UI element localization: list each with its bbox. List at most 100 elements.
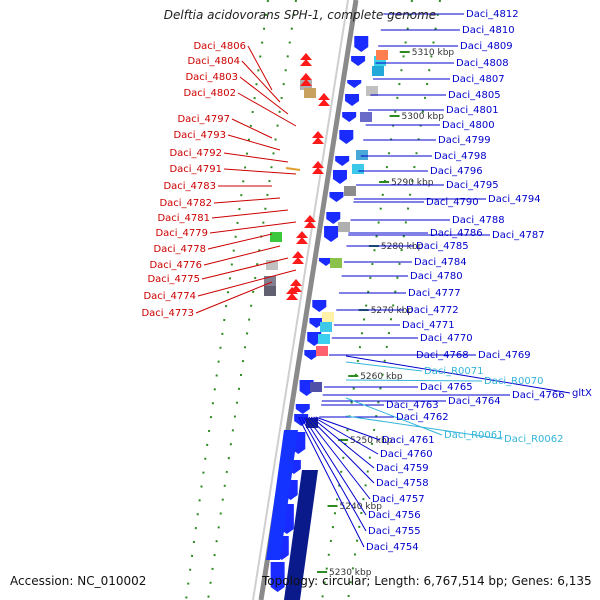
forward-gene-label: Daci_4763	[386, 400, 439, 411]
forward-gene-arrow	[342, 112, 357, 122]
dotted-guide-line	[321, 0, 413, 600]
forward-gene-label: Daci_4787	[492, 230, 545, 241]
forward-gene-label: Daci_4769	[478, 350, 531, 361]
forward-gene-label: Daci_4801	[446, 105, 499, 116]
reverse-leader-line	[237, 92, 297, 127]
forward-gene-label: Daci_4760	[380, 449, 433, 460]
rna-gene-label: Daci_R0070	[484, 376, 544, 387]
scale-tick-label: 5280 kbp	[381, 242, 424, 252]
forward-gene-label: Daci_4762	[396, 412, 449, 423]
gene-domain-box	[374, 56, 386, 66]
reverse-gene-label: Daci_4773	[141, 308, 194, 319]
forward-gene-label: Daci_4759	[376, 463, 429, 474]
reverse-leader-line	[211, 209, 289, 219]
gene-domain-box	[304, 88, 316, 98]
forward-gene-label: Daci_4770	[420, 333, 473, 344]
forward-gene-label: Daci_4799	[438, 135, 491, 146]
reverse-leader-line	[197, 269, 297, 297]
gene-domain-box	[352, 164, 364, 174]
reverse-gene-label: Daci_4774	[143, 291, 196, 302]
reverse-gene-label: Daci_4792	[169, 148, 222, 159]
forward-gene-label: Daci_4784	[414, 257, 467, 268]
gene-domain-box	[366, 86, 378, 96]
dotted-guide-lines	[185, 0, 441, 600]
forward-gene-label: Daci_4790	[426, 197, 479, 208]
gene-domain-box	[322, 312, 334, 322]
gene-domain-box	[266, 260, 278, 270]
gene-domain-box	[270, 232, 282, 242]
reverse-leader-line	[241, 60, 281, 103]
forward-gene-label: Daci_4780	[410, 271, 463, 282]
reverse-leader-line	[201, 257, 289, 280]
forward-gene-arrow	[347, 80, 362, 88]
forward-gene-label: Daci_4772	[406, 305, 459, 316]
forward-gene-label: Daci_4785	[416, 241, 469, 252]
map-title: Delftia acidovorans SPH-1, complete geno…	[163, 8, 437, 22]
scale-tick-label: 5270 kbp	[371, 306, 414, 316]
forward-leader-line	[308, 416, 375, 484]
reverse-gene-label: Daci_4781	[157, 213, 210, 224]
reverse-gene-label: Daci_4802	[183, 88, 236, 99]
reverse-gene-arrow	[285, 167, 301, 171]
forward-gene-label: Daci_4754	[366, 542, 419, 553]
forward-leader-line	[298, 416, 365, 548]
forward-gene-label: Daci_4777	[408, 288, 461, 299]
forward-gene-label: Daci_4756	[368, 510, 421, 521]
forward-gene-arrow	[309, 318, 324, 328]
forward-gene-label: Daci_4757	[372, 494, 425, 505]
rna-leader-line	[345, 415, 503, 440]
scale-tick-label: 5260 kbp	[360, 372, 403, 382]
reverse-gene-label: Daci_4775	[147, 274, 200, 285]
gene-name-label: gltX	[572, 388, 592, 399]
reverse-gene-label: Daci_4782	[159, 198, 212, 209]
reverse-leader-line	[223, 152, 289, 163]
label-leader-lines	[195, 13, 571, 548]
forward-leader-line	[345, 355, 571, 394]
forward-leader-line	[313, 416, 379, 455]
gene-domain-box	[372, 66, 384, 76]
rna-gene-label: Daci_R0071	[424, 366, 484, 377]
gene-features	[264, 36, 388, 600]
gene-labels: Daci_4806 Daci_4804 Daci_4803 Daci_4802 Daci…	[141, 9, 592, 553]
accession-text: Accession: NC_010002	[10, 574, 147, 588]
forward-gene-arrow	[284, 470, 318, 600]
reverse-gene-label: Daci_4797	[177, 114, 230, 125]
rna-leader-line	[345, 397, 443, 436]
forward-leader-line	[300, 416, 367, 532]
forward-gene-label: Daci_4794	[488, 194, 541, 205]
reverse-gene-label: Daci_4793	[173, 130, 226, 141]
forward-leader-line	[305, 416, 371, 500]
gene-domain-box	[338, 222, 350, 232]
reverse-leader-line	[209, 221, 297, 234]
reverse-gene-arrow	[318, 93, 330, 106]
rna-leader-line	[345, 361, 423, 372]
forward-gene-arrow	[329, 192, 344, 202]
reverse-gene-label: Daci_4783	[163, 181, 216, 192]
forward-gene-arrow	[266, 430, 298, 560]
rna-gene-label: Daci_R0061	[444, 430, 504, 441]
reverse-gene-label: Daci_4804	[187, 56, 240, 67]
forward-gene-arrow	[332, 170, 347, 184]
reverse-gene-label: Daci_4791	[169, 164, 222, 175]
forward-gene-label: Daci_4758	[376, 478, 429, 489]
forward-gene-arrow	[324, 226, 339, 242]
forward-gene-label: Daci_4795	[446, 180, 499, 191]
reverse-gene-arrow	[312, 131, 324, 144]
gene-domain-box	[360, 112, 372, 122]
reverse-leader-line	[231, 118, 273, 139]
reverse-leader-line	[195, 281, 273, 314]
gene-domain-box	[320, 322, 332, 332]
forward-gene-arrow	[304, 350, 319, 360]
forward-gene-label: Daci_4808	[456, 58, 509, 69]
forward-gene-arrow	[345, 94, 360, 106]
rna-leader-line	[345, 379, 483, 382]
backbone-shadow	[252, 0, 349, 600]
gene-domain-box	[310, 382, 322, 392]
forward-gene-label: Daci_4766	[512, 390, 565, 401]
forward-gene-label: Daci_4755	[368, 526, 421, 537]
reverse-gene-arrow	[300, 53, 312, 66]
reverse-gene-label: Daci_4803	[185, 72, 238, 83]
reverse-leader-line	[207, 233, 273, 250]
